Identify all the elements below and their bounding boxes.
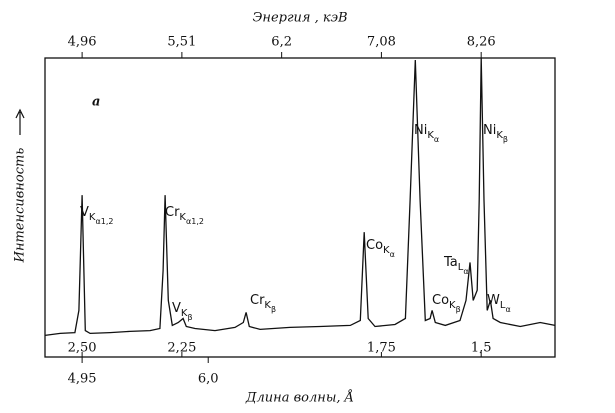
peak-sub: β — [503, 135, 508, 144]
peak-element: Co — [432, 293, 449, 308]
peak-element: Ni — [414, 123, 427, 138]
peak-sub: β — [456, 305, 461, 314]
x-outer-tick-label: 4,95 — [68, 372, 97, 387]
peak-label: CoKα — [366, 238, 395, 259]
peak-sub: α — [463, 267, 468, 276]
peak-sub: β — [187, 313, 192, 322]
x-tick-label: 2,25 — [167, 341, 196, 356]
peak-element: Cr — [165, 205, 180, 220]
x-tick-label: 1,75 — [367, 341, 396, 356]
peak-label: CrKα1,2 — [165, 205, 204, 226]
peak-label: NiKα — [414, 123, 439, 144]
peak-label: CrKβ — [250, 293, 276, 314]
x-tick-label: 2,50 — [68, 341, 97, 356]
peak-label: VKα1,2 — [80, 205, 113, 226]
peak-element: Ta — [443, 255, 458, 270]
spectrum-line — [44, 57, 556, 337]
peak-sub: α1,2 — [95, 217, 113, 226]
top-tick-label: 7,08 — [367, 35, 396, 50]
peak-line: K — [449, 300, 456, 311]
top-tick-label: 8,26 — [467, 35, 496, 50]
peak-element: Co — [366, 238, 383, 253]
peak-line: K — [383, 245, 390, 256]
top-tick-label: 5,51 — [167, 35, 196, 50]
top-tick-label: 6,2 — [271, 35, 292, 50]
x-axis-title: Длина волны, Å — [245, 390, 354, 406]
peak-line: K — [427, 130, 434, 141]
peak-element: Cr — [250, 293, 265, 308]
peak-label: WLα — [487, 293, 511, 314]
top-axis-title: Энергия , кэВ — [252, 11, 347, 26]
peak-line: K — [181, 308, 188, 319]
peak-sub: α — [390, 250, 395, 259]
peak-sub: α1,2 — [186, 217, 204, 226]
peak-sub: α — [505, 305, 510, 314]
peak-line: K — [264, 300, 271, 311]
peak-line: K — [89, 212, 96, 223]
peak-element: Ni — [483, 123, 496, 138]
peak-label: VKβ — [172, 301, 193, 322]
panel-label: a — [92, 95, 100, 110]
peak-line: K — [496, 130, 503, 141]
peak-label: TaLα — [443, 255, 469, 276]
x-tick-label: 1,5 — [471, 341, 492, 356]
y-arrow — [15, 108, 25, 135]
plot-frame — [44, 57, 556, 358]
peak-sub: α — [434, 135, 439, 144]
x-outer-tick-label: 6,0 — [198, 372, 219, 387]
y-axis-title: Интенсивность — [13, 148, 28, 264]
peak-label: NiKβ — [483, 123, 508, 144]
peak-line: L — [458, 262, 464, 273]
top-tick-label: 4,96 — [68, 35, 97, 50]
peak-element: V — [172, 301, 181, 316]
peak-element: V — [80, 205, 89, 220]
peak-line: K — [179, 212, 186, 223]
peak-sub: β — [271, 305, 276, 314]
peak-line: L — [500, 300, 506, 311]
peak-element: W — [487, 293, 500, 308]
peak-label: CoKβ — [432, 293, 461, 314]
